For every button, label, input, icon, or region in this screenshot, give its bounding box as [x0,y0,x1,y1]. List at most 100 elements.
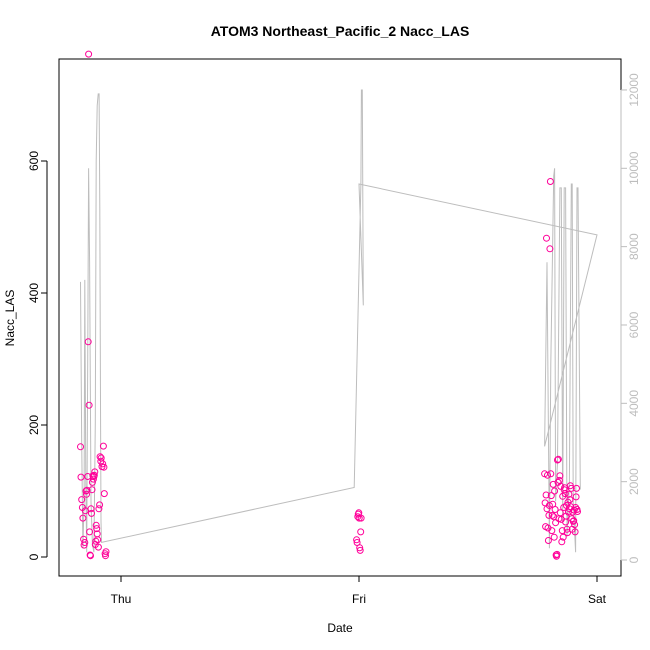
right-tick-label: 12000 [627,73,641,107]
data-point [551,487,559,495]
data-point [353,536,361,544]
left-y-axis: 0 200 400 600 [27,151,48,560]
data-point [87,505,95,513]
data-point [83,486,91,494]
data-point [563,525,571,533]
left-tick-label: 400 [27,283,41,303]
data-point [572,504,580,511]
data-point [95,505,103,513]
data-point [545,502,553,509]
x-axis-label: Date [327,621,353,635]
data-point [92,537,100,545]
data-point [79,514,87,522]
data-point [77,443,84,451]
altitude-line [80,89,598,553]
data-point [99,460,107,468]
data-point [548,527,556,535]
data-point [84,338,92,346]
data-point [570,517,578,525]
data-point [554,456,561,464]
data-point [85,401,93,409]
data-point [546,178,554,185]
data-point [96,501,104,509]
data-point [89,475,97,483]
x-axis: Thu Fri Sat [111,575,607,606]
data-point [574,508,581,515]
left-tick-label: 600 [27,151,41,171]
nacc-las-points [77,50,581,560]
right-tick-label: 6000 [627,311,641,338]
data-point [571,521,579,529]
data-point [550,533,558,541]
data-point [562,512,570,520]
data-point [547,470,555,478]
data-point [552,519,560,527]
data-point [100,463,108,471]
data-point [567,484,575,492]
data-point [556,509,564,517]
data-point [547,492,555,500]
data-point [571,528,579,536]
data-point [354,513,362,521]
x-tick-label: Fri [352,592,366,606]
data-point [94,536,102,544]
data-point [91,468,99,476]
data-point [553,550,561,558]
data-point [564,529,571,537]
data-point [87,552,94,560]
data-point [357,514,365,522]
data-point [572,493,580,501]
right-tick-label: 4000 [627,390,641,417]
data-point [558,538,566,546]
data-point [551,506,559,513]
data-point [85,50,93,58]
data-point [546,245,554,253]
data-point [94,543,102,551]
data-point [356,544,364,552]
data-point [92,521,100,529]
data-point [102,552,109,560]
data-point [548,511,556,519]
y-axis-label: Nacc_LAS [3,290,17,347]
data-point [83,490,90,498]
data-point [356,546,364,554]
right-y-axis: 0 2000 4000 6000 8000 10000 12000 [620,73,641,563]
data-point [544,537,552,544]
right-tick-label: 10000 [627,151,641,185]
data-point [102,548,110,556]
data-point [88,509,95,517]
data-point [544,471,551,479]
data-point [554,455,562,463]
data-point [78,496,86,504]
data-point [559,533,567,541]
data-point [81,539,89,546]
data-point [561,490,569,498]
plot-frame [58,58,622,577]
data-point [77,473,85,481]
data-point [545,511,553,519]
data-point [93,525,101,533]
left-tick-label: 0 [27,553,41,560]
x-tick-label: Sat [588,592,607,606]
right-tick-label: 2000 [627,468,641,495]
data-point [99,442,107,450]
x-tick-label: Thu [111,592,132,606]
right-tick-label: 0 [627,556,641,563]
data-point [573,484,580,492]
data-point [357,528,365,536]
data-point [543,234,550,242]
data-point [90,471,98,479]
data-point [566,496,574,504]
data-point [556,472,564,480]
right-tick-label: 8000 [627,233,641,260]
data-point [86,528,94,536]
data-point [100,490,108,498]
data-point [96,453,104,461]
chart-title: ATOM3 Northeast_Pacific_2 Nacc_LAS [211,23,470,39]
altitude-series [80,89,598,553]
data-point [565,490,573,498]
data-point [355,514,363,522]
data-point [542,491,550,499]
left-tick-label: 200 [27,415,41,435]
